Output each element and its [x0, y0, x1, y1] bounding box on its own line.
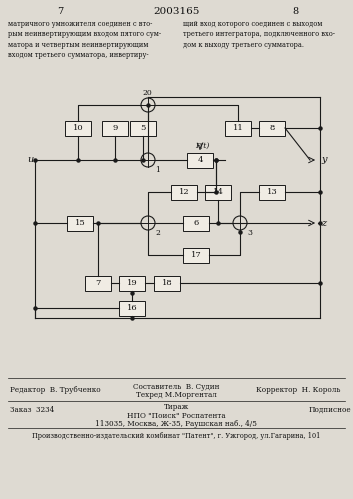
Bar	[183, 248, 209, 262]
Bar	[67, 216, 93, 231]
Text: 20: 20	[142, 89, 152, 97]
Bar	[225, 120, 251, 136]
Bar	[65, 120, 91, 136]
Text: 14: 14	[213, 188, 223, 196]
Text: 4: 4	[197, 156, 203, 164]
Bar	[205, 185, 231, 200]
Text: Подписное: Подписное	[309, 406, 351, 414]
Text: матричного умножителя соединен с вто-
рым неинвертирующим входом пятого сум-
мат: матричного умножителя соединен с вто- ры…	[8, 20, 161, 59]
Text: 113035, Москва, Ж-35, Раушская наб., 4/5: 113035, Москва, Ж-35, Раушская наб., 4/5	[95, 420, 257, 428]
Bar	[119, 300, 145, 315]
Text: Редактор  В. Трубченко: Редактор В. Трубченко	[10, 386, 101, 394]
Text: 8: 8	[292, 6, 298, 15]
Text: 7: 7	[57, 6, 63, 15]
Text: 3: 3	[247, 229, 252, 237]
Text: y: y	[321, 156, 327, 165]
Text: 5: 5	[140, 124, 146, 132]
Bar	[119, 275, 145, 290]
Text: щий вход которого соединен с выходом
третьего интегратора, подключенного вхо-
до: щий вход которого соединен с выходом тре…	[183, 20, 335, 49]
Text: 6: 6	[193, 219, 199, 227]
Bar	[130, 120, 156, 136]
Bar	[102, 120, 128, 136]
Text: F(t): F(t)	[195, 142, 209, 150]
Bar	[187, 153, 213, 168]
Bar	[171, 185, 197, 200]
Text: 16: 16	[127, 304, 137, 312]
Bar	[259, 185, 285, 200]
Text: 1: 1	[156, 166, 160, 174]
Text: Техред М.Моргентал: Техред М.Моргентал	[136, 391, 216, 399]
Text: 8: 8	[269, 124, 275, 132]
Text: 2003165: 2003165	[153, 6, 199, 15]
Text: 10: 10	[73, 124, 83, 132]
Text: 18: 18	[162, 279, 172, 287]
Text: 13: 13	[267, 188, 277, 196]
Text: 15: 15	[74, 219, 85, 227]
Text: 7: 7	[95, 279, 101, 287]
Text: 17: 17	[191, 251, 201, 259]
Bar	[85, 275, 111, 290]
Text: 19: 19	[127, 279, 137, 287]
Text: z: z	[322, 219, 327, 228]
Text: u: u	[27, 156, 33, 165]
Text: 9: 9	[112, 124, 118, 132]
Text: Составитель  В. Судин: Составитель В. Судин	[133, 383, 219, 391]
Text: 12: 12	[179, 188, 189, 196]
Text: Заказ  3234: Заказ 3234	[10, 406, 54, 414]
Bar	[259, 120, 285, 136]
Bar	[183, 216, 209, 231]
Text: НПО "Поиск" Роспатента: НПО "Поиск" Роспатента	[127, 412, 225, 420]
Text: 2: 2	[156, 229, 160, 237]
Text: Корректор  Н. Король: Корректор Н. Король	[256, 386, 340, 394]
Bar	[154, 275, 180, 290]
Text: 11: 11	[233, 124, 243, 132]
Text: Тираж: Тираж	[163, 403, 189, 411]
Text: Производственно-издательский комбинат "Патент", г. Ужгород, ул.Гагарина, 101: Производственно-издательский комбинат "П…	[32, 432, 320, 440]
